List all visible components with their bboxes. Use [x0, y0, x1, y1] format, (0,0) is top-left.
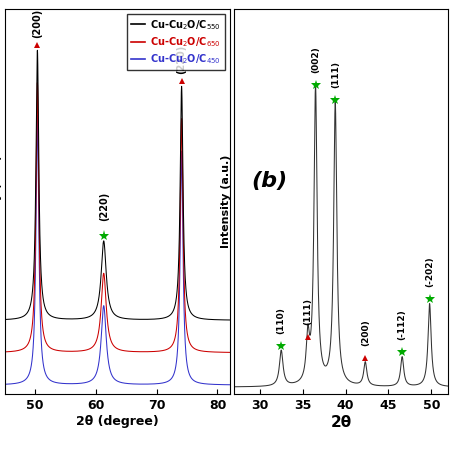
Text: (002): (002) [311, 46, 320, 73]
Text: (200): (200) [361, 319, 370, 346]
Text: (220): (220) [177, 44, 187, 74]
X-axis label: 2θ (degree): 2θ (degree) [76, 415, 159, 428]
X-axis label: 2θ: 2θ [331, 415, 352, 430]
Text: (-112): (-112) [398, 309, 407, 340]
Text: (111): (111) [304, 298, 312, 325]
Legend: Cu-Cu$_2$O/C$_{550}$, Cu-Cu$_2$O/C$_{650}$, Cu-Cu$_2$O/C$_{450}$: Cu-Cu$_2$O/C$_{550}$, Cu-Cu$_2$O/C$_{650… [127, 14, 225, 70]
Text: (220): (220) [99, 192, 109, 222]
Y-axis label: Intensity (a.u.): Intensity (a.u.) [0, 155, 2, 248]
Text: (111): (111) [331, 61, 340, 87]
Y-axis label: Intensity (a.u.): Intensity (a.u.) [221, 155, 231, 248]
Text: (b): (b) [251, 171, 287, 191]
Text: (110): (110) [277, 307, 286, 334]
Text: (200): (200) [32, 9, 43, 38]
Text: (-202): (-202) [425, 256, 434, 287]
